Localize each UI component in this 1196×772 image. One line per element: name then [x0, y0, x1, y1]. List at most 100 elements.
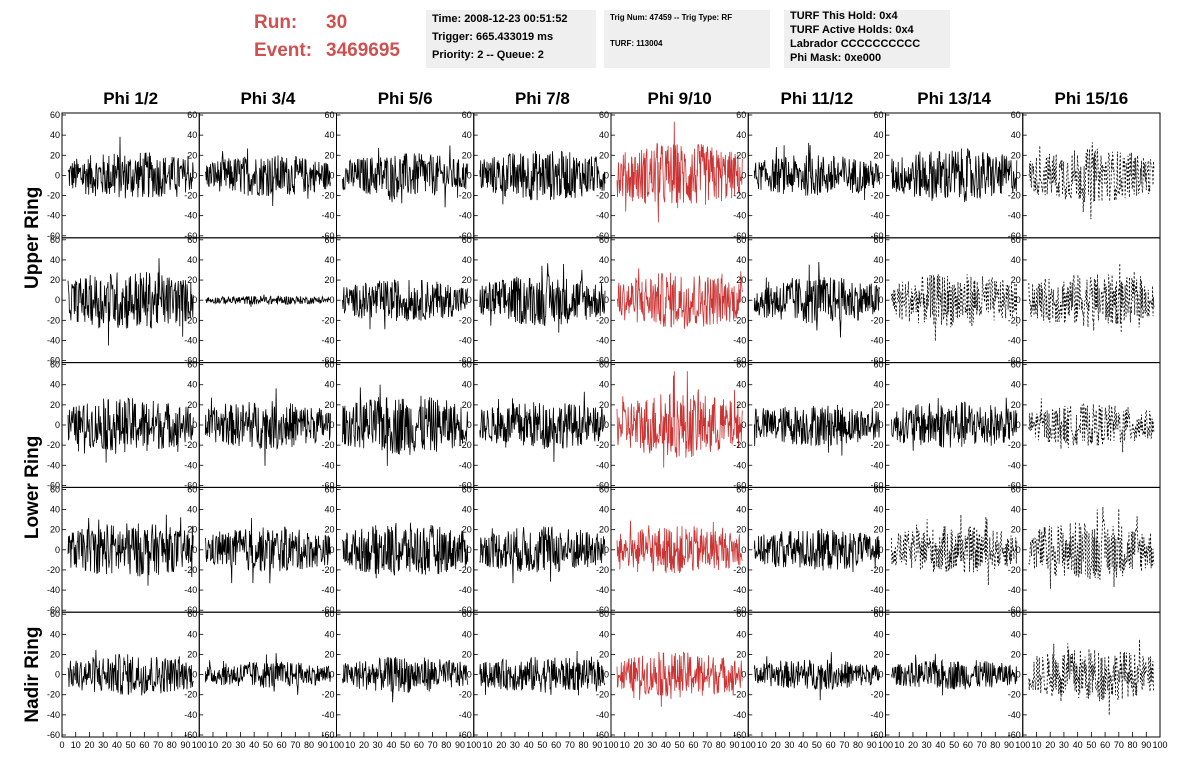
y-tick-label: 0 — [878, 545, 883, 555]
y-tick-label: 60 — [736, 360, 746, 370]
y-tick-label: 20 — [736, 649, 746, 659]
y-tick-label: 40 — [187, 130, 197, 140]
y-tick-label: 40 — [187, 380, 197, 390]
time-info-box: Time: 2008-12-23 00:51:52 Trigger: 665.4… — [426, 10, 596, 68]
y-tick-label: -60 — [184, 356, 197, 366]
y-tick-label: -60 — [1008, 356, 1021, 366]
y-tick-label: -60 — [733, 356, 746, 366]
waveform-trace — [479, 391, 606, 462]
y-tick-label: 60 — [187, 609, 197, 619]
y-tick-label: -20 — [1008, 690, 1021, 700]
x-tick-label: 100 — [1015, 740, 1030, 750]
y-tick-label: 60 — [324, 484, 334, 494]
y-tick-label: 20 — [599, 525, 609, 535]
ring-label: Lower Ring — [22, 436, 43, 539]
y-tick-label: 20 — [462, 275, 472, 285]
x-tick-label: 80 — [1128, 740, 1138, 750]
x-tick-label: 20 — [222, 740, 232, 750]
y-tick-label: -20 — [184, 191, 197, 201]
y-tick-label: -40 — [321, 460, 334, 470]
waveform-trace — [616, 520, 743, 574]
y-tick-label: -40 — [184, 335, 197, 345]
y-tick-label: 60 — [50, 360, 60, 370]
x-tick-label: 90 — [318, 740, 328, 750]
column-label: Phi 7/8 — [515, 89, 570, 108]
y-tick-label: -20 — [733, 440, 746, 450]
y-tick-label: 20 — [873, 275, 883, 285]
y-tick-label: 0 — [741, 420, 746, 430]
x-tick-label: 50 — [675, 740, 685, 750]
y-tick-label: 0 — [1016, 295, 1021, 305]
y-tick-label: -60 — [733, 480, 746, 490]
y-tick-label: 20 — [50, 150, 60, 160]
x-tick-label: 30 — [235, 740, 245, 750]
y-tick-label: -40 — [870, 335, 883, 345]
x-tick-label: 70 — [1114, 740, 1124, 750]
labrador-text: Labrador CCCCCCCCCC — [790, 38, 921, 50]
waveform-trace — [67, 514, 194, 586]
x-tick-label: 70 — [839, 740, 849, 750]
y-tick-label: 40 — [462, 629, 472, 639]
y-tick-label: 0 — [1016, 670, 1021, 680]
x-tick-label: 30 — [922, 740, 932, 750]
y-tick-label: 0 — [329, 545, 334, 555]
y-tick-label: -40 — [321, 710, 334, 720]
y-tick-label: 40 — [873, 255, 883, 265]
y-tick-label: -60 — [47, 480, 60, 490]
turf-active-holds-text: TURF Active Holds: 0x4 — [790, 24, 914, 36]
y-tick-label: 20 — [324, 150, 334, 160]
y-tick-label: 40 — [736, 255, 746, 265]
y-tick-label: -20 — [1008, 191, 1021, 201]
y-tick-label: -20 — [184, 565, 197, 575]
y-tick-label: 20 — [50, 400, 60, 410]
y-tick-label: -60 — [733, 605, 746, 615]
y-tick-label: 60 — [324, 110, 334, 120]
y-tick-label: 20 — [873, 649, 883, 659]
y-tick-label: -60 — [733, 730, 746, 740]
x-tick-label: 80 — [304, 740, 314, 750]
y-tick-label: -20 — [1008, 565, 1021, 575]
x-tick-label: 60 — [826, 740, 836, 750]
y-tick-label: -60 — [184, 730, 197, 740]
y-tick-label: 40 — [324, 629, 334, 639]
y-tick-label: 20 — [736, 525, 746, 535]
y-tick-label: 60 — [462, 360, 472, 370]
x-tick-label: 50 — [126, 740, 136, 750]
y-tick-label: -20 — [47, 690, 60, 700]
y-tick-label: -40 — [1008, 211, 1021, 221]
y-tick-label: -40 — [596, 460, 609, 470]
y-tick-label: 0 — [604, 295, 609, 305]
y-tick-label: 0 — [55, 670, 60, 680]
y-tick-label: -20 — [1008, 315, 1021, 325]
y-tick-label: 40 — [736, 130, 746, 140]
y-tick-label: 40 — [1011, 130, 1021, 140]
x-tick-label: 50 — [812, 740, 822, 750]
trigger-info-box: Trig Num: 47459 -- Trig Type: RF TURF: 1… — [604, 10, 770, 68]
x-tick-label: 60 — [963, 740, 973, 750]
y-tick-label: -40 — [184, 211, 197, 221]
y-tick-label: 20 — [1011, 400, 1021, 410]
x-tick-label: 70 — [428, 740, 438, 750]
y-tick-label: 60 — [187, 360, 197, 370]
x-tick-label: 60 — [277, 740, 287, 750]
waveform-trace — [616, 121, 743, 223]
y-tick-label: -20 — [321, 191, 334, 201]
y-tick-label: -20 — [321, 315, 334, 325]
y-tick-label: 0 — [878, 670, 883, 680]
y-tick-label: 60 — [599, 609, 609, 619]
y-tick-label: -40 — [47, 335, 60, 345]
y-tick-label: 60 — [462, 110, 472, 120]
y-tick-label: -40 — [321, 335, 334, 345]
waveform-trace — [753, 404, 880, 456]
y-tick-label: -20 — [596, 565, 609, 575]
y-tick-label: 0 — [878, 295, 883, 305]
column-label: Phi 13/14 — [917, 89, 991, 108]
y-tick-label: -20 — [47, 315, 60, 325]
panel-frame — [1022, 611, 1161, 738]
y-tick-label: -60 — [321, 480, 334, 490]
x-tick-label: 80 — [853, 740, 863, 750]
waveform-trace — [1028, 506, 1155, 589]
y-tick-label: -20 — [459, 191, 472, 201]
x-tick-label: 90 — [730, 740, 740, 750]
